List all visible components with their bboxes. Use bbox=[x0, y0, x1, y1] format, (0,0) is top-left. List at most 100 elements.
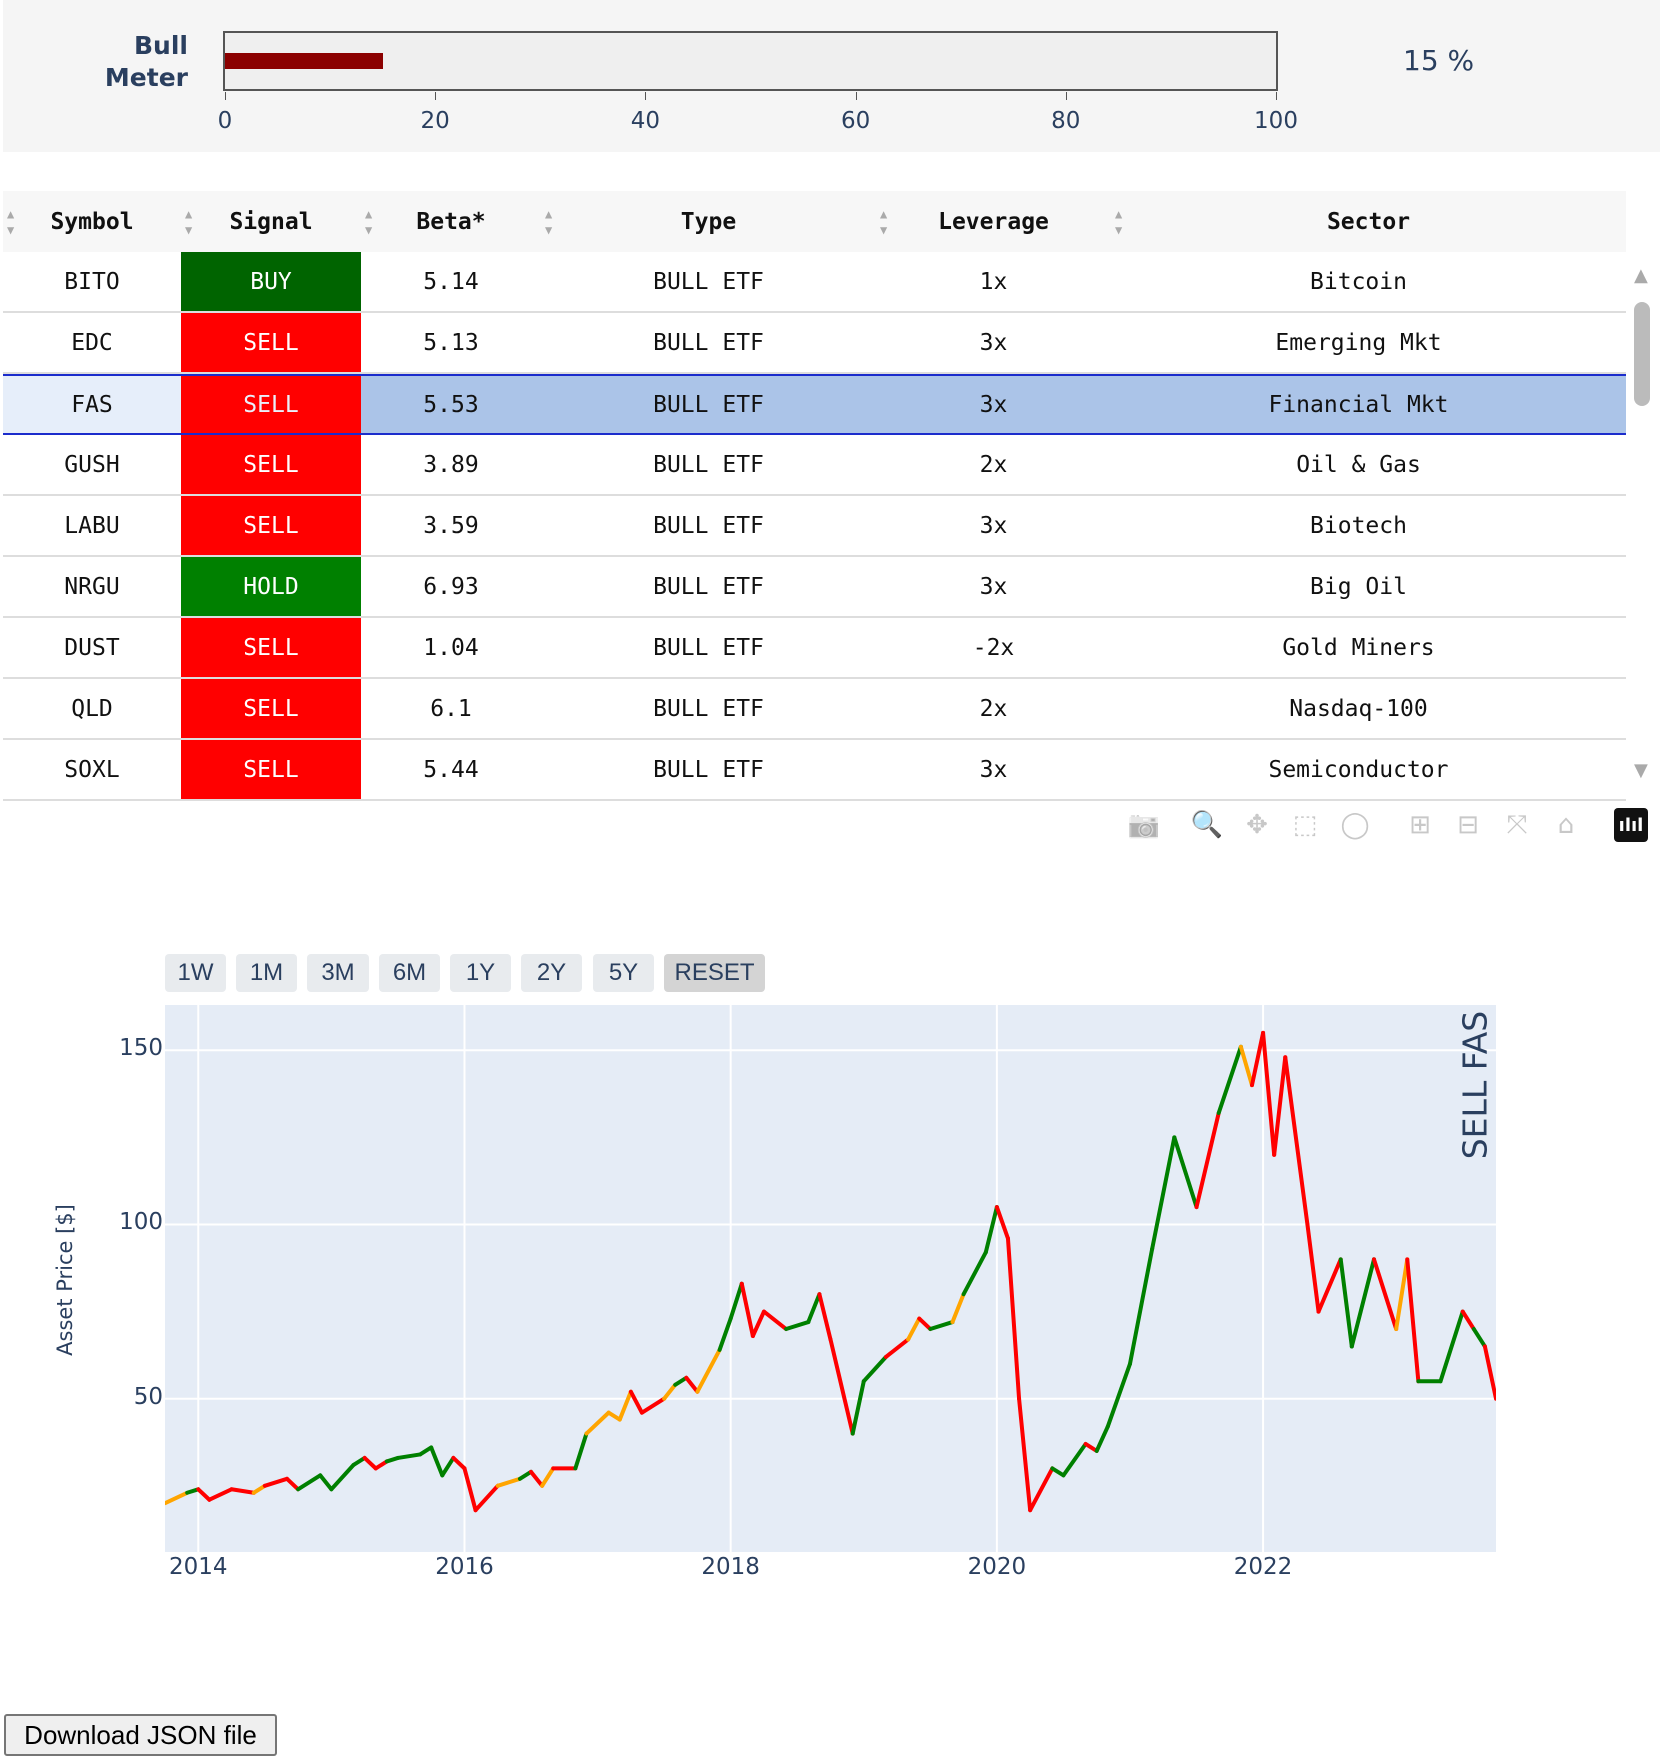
leverage-text: 3x bbox=[979, 391, 1008, 418]
sector-text: Bitcoin bbox=[1310, 268, 1407, 295]
symbol-text: GUSH bbox=[64, 451, 120, 478]
meter-tick-label: 60 bbox=[840, 108, 871, 134]
symbol-cell: NRGU bbox=[3, 557, 181, 616]
type-cell: BULL ETF bbox=[541, 679, 876, 738]
price-segment bbox=[573, 1431, 589, 1471]
price-segment bbox=[717, 1316, 733, 1352]
sort-icon[interactable]: ▲ ▼ bbox=[1115, 206, 1123, 237]
price-segment bbox=[196, 1487, 212, 1502]
column-header-symbol[interactable]: ▲ ▼ Symbol bbox=[3, 191, 181, 252]
column-header-signal[interactable]: ▲ ▼ Signal bbox=[181, 191, 361, 252]
lasso-icon[interactable]: ◯ bbox=[1340, 810, 1370, 840]
type-text: BULL ETF bbox=[653, 329, 764, 356]
table-row[interactable]: SOXL SELL 5.44 BULL ETF 3x Semiconductor bbox=[3, 740, 1626, 801]
beta-cell: 5.13 bbox=[361, 313, 541, 372]
range-button-3m[interactable]: 3M bbox=[307, 954, 369, 992]
meter-tick bbox=[225, 92, 226, 100]
price-segment bbox=[373, 1459, 389, 1471]
scroll-down-icon[interactable]: ▼ bbox=[1634, 760, 1648, 781]
column-header-leverage[interactable]: ▲ ▼ Leverage bbox=[876, 191, 1111, 252]
sort-icon[interactable]: ▲ ▼ bbox=[545, 206, 553, 237]
range-button-1w[interactable]: 1W bbox=[165, 954, 226, 992]
reset-axes-icon[interactable]: ⌂ bbox=[1557, 810, 1575, 840]
table-row[interactable]: QLD SELL 6.1 BULL ETF 2x Nasdaq-100 bbox=[3, 679, 1626, 740]
table-row[interactable]: BITO BUY 5.14 BULL ETF 1x Bitcoin bbox=[3, 252, 1626, 313]
plotly-logo-icon[interactable]: ılıl bbox=[1614, 808, 1648, 842]
table-scrollbar[interactable]: ▲ ▼ bbox=[1630, 265, 1658, 785]
price-segment bbox=[1249, 1030, 1266, 1088]
symbol-text: NRGU bbox=[64, 573, 120, 600]
type-text: BULL ETF bbox=[653, 391, 764, 418]
price-segment bbox=[850, 1379, 866, 1436]
signal-text: SELL bbox=[243, 634, 299, 661]
sector-text: Gold Miners bbox=[1282, 634, 1435, 661]
table-row[interactable]: FAS SELL 5.53 BULL ETF 3x Financial Mkt bbox=[3, 374, 1626, 435]
column-header-type[interactable]: ▲ ▼ Type bbox=[541, 191, 876, 252]
range-button-1m[interactable]: 1M bbox=[236, 954, 297, 992]
price-segment bbox=[739, 1281, 755, 1338]
leverage-text: 3x bbox=[979, 512, 1008, 539]
range-button-5y[interactable]: 5Y bbox=[593, 954, 654, 992]
sort-icon[interactable]: ▲ ▼ bbox=[185, 206, 193, 237]
type-cell: BULL ETF bbox=[541, 313, 876, 372]
signal-cell: SELL bbox=[181, 618, 361, 677]
pan-icon[interactable]: ✥ bbox=[1246, 810, 1268, 840]
price-segment bbox=[1394, 1257, 1410, 1332]
table-row[interactable]: EDC SELL 5.13 BULL ETF 3x Emerging Mkt bbox=[3, 313, 1626, 374]
price-segment bbox=[695, 1347, 722, 1394]
signal-cell: SELL bbox=[181, 679, 361, 738]
beta-text: 6.93 bbox=[423, 573, 479, 600]
header-label: Symbol bbox=[50, 208, 134, 235]
price-segment bbox=[1471, 1327, 1487, 1349]
download-json-button[interactable]: Download JSON file bbox=[4, 1714, 277, 1756]
sort-icon[interactable]: ▲ ▼ bbox=[7, 206, 15, 237]
sort-icon[interactable]: ▲ ▼ bbox=[880, 206, 888, 237]
sort-icon[interactable]: ▲ ▼ bbox=[365, 206, 373, 237]
table-row[interactable]: LABU SELL 3.59 BULL ETF 3x Biotech bbox=[3, 496, 1626, 557]
table-row[interactable]: DUST SELL 1.04 BULL ETF -2x Gold Miners bbox=[3, 618, 1626, 679]
price-segment bbox=[1105, 1361, 1132, 1429]
range-button-2y[interactable]: 2Y bbox=[521, 954, 582, 992]
y-tick-label: 150 bbox=[119, 1035, 163, 1062]
sector-text: Big Oil bbox=[1310, 573, 1407, 600]
bull-meter-bar bbox=[225, 53, 383, 69]
price-segment bbox=[994, 1205, 1010, 1241]
price-segment bbox=[517, 1469, 534, 1481]
price-segment bbox=[207, 1487, 234, 1502]
autoscale-icon[interactable]: ⤧ bbox=[1506, 809, 1528, 840]
leverage-cell: -2x bbox=[876, 618, 1111, 677]
zoom-icon[interactable]: 🔍 bbox=[1190, 810, 1224, 840]
zoom-out-icon[interactable]: ⊟ bbox=[1457, 810, 1479, 840]
symbol-cell: QLD bbox=[3, 679, 181, 738]
symbol-cell: FAS bbox=[3, 376, 181, 433]
box-select-icon[interactable]: ⬚ bbox=[1292, 810, 1318, 840]
table-row[interactable]: NRGU HOLD 6.93 BULL ETF 3x Big Oil bbox=[3, 557, 1626, 618]
range-button-6m[interactable]: 6M bbox=[379, 954, 440, 992]
x-tick-label: 2018 bbox=[701, 1554, 760, 1580]
symbol-text: EDC bbox=[71, 329, 113, 356]
symbol-text: SOXL bbox=[64, 756, 120, 783]
scrollbar-thumb[interactable] bbox=[1634, 302, 1650, 406]
column-header-beta[interactable]: ▲ ▼ Beta* bbox=[361, 191, 541, 252]
price-segment bbox=[673, 1375, 689, 1387]
range-button-1y[interactable]: 1Y bbox=[450, 954, 511, 992]
signal-cell: SELL bbox=[181, 313, 361, 372]
column-header-sector[interactable]: ▲ ▼ Sector bbox=[1111, 191, 1626, 252]
symbol-cell: EDC bbox=[3, 313, 181, 372]
x-tick-label: 2022 bbox=[1233, 1554, 1293, 1580]
sector-cell: Emerging Mkt bbox=[1111, 313, 1626, 372]
price-chart-plot[interactable] bbox=[163, 1005, 1498, 1552]
scroll-up-icon[interactable]: ▲ bbox=[1634, 265, 1648, 286]
price-segment bbox=[828, 1337, 855, 1436]
type-cell: BULL ETF bbox=[541, 376, 876, 433]
leverage-cell: 3x bbox=[876, 313, 1111, 372]
table-row[interactable]: GUSH SELL 3.89 BULL ETF 2x Oil & Gas bbox=[3, 435, 1626, 496]
zoom-in-icon[interactable]: ⊞ bbox=[1409, 810, 1431, 840]
meter-tick bbox=[855, 92, 857, 100]
camera-icon[interactable]: 📷 bbox=[1127, 810, 1161, 840]
price-segment bbox=[1216, 1044, 1243, 1116]
type-cell: BULL ETF bbox=[541, 740, 876, 799]
sector-text: Emerging Mkt bbox=[1275, 329, 1442, 356]
price-segment bbox=[1150, 1135, 1177, 1251]
range-button-reset[interactable]: RESET bbox=[664, 954, 765, 992]
